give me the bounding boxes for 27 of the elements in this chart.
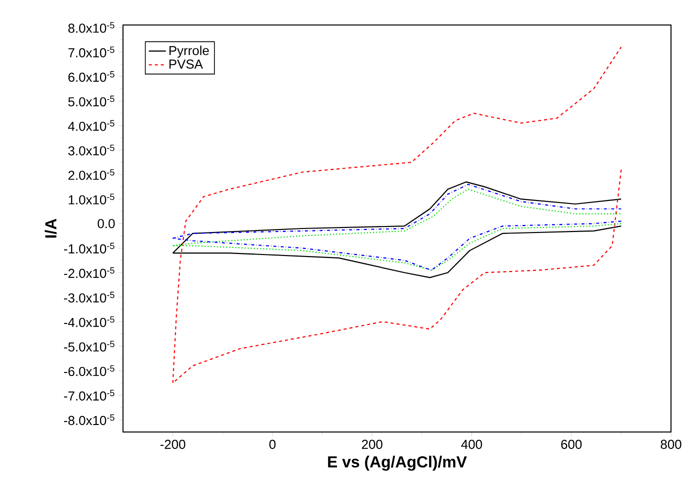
x-tick-label: 600 (561, 440, 582, 449)
y-tick-label: 7.0x10$^{-5}$ (68, 46, 114, 58)
y-tick-label: -3.0x10$^{-5}$ (64, 292, 114, 302)
y-tick-label: -7.0x10$^{-5}$ (64, 390, 114, 401)
x-axis-title: E vs (Ag/AgCl)/mV (328, 456, 467, 471)
y-tick-label: -4.0x10$^{-5}$ (64, 316, 114, 328)
x-tick-label: 400 (461, 440, 482, 449)
y-tick-label: 3.0x10$^{-5}$ (68, 144, 114, 156)
y-tick-label: 6.0x10$^{-5}$ (68, 71, 114, 82)
legend-label: Pyrrole (169, 46, 209, 58)
y-tick-label: 1.0x10$^{-5}$ (68, 194, 114, 204)
y-tick-label: 5.0x10$^{-5}$ (68, 96, 114, 106)
y-tick-label: 4.0x10$^{-5}$ (68, 120, 114, 131)
y-tick-label: -5.0x10$^{-5}$ (64, 340, 114, 352)
y-axis-title: I/A (44, 218, 57, 238)
x-tick-label: -200 (160, 440, 186, 449)
y-tick-label: 0.0 (98, 219, 115, 228)
x-tick-label: 200 (362, 440, 382, 449)
y-tick-label: -8.0x10$^{-5}$ (64, 414, 114, 426)
y-tick-label: -1.0x10$^{-5}$ (64, 242, 114, 254)
y-tick-label: 2.0x10$^{-5}$ (68, 169, 114, 180)
y-tick-label: -6.0x10$^{-5}$ (64, 365, 114, 376)
legend-label: PVSA (169, 60, 203, 69)
y-tick-label: -2.0x10$^{-5}$ (64, 267, 114, 278)
y-tick-label: 8.0x10$^{-5}$ (68, 22, 114, 33)
x-tick-label: 800 (660, 440, 682, 449)
x-tick-label: 0 (269, 440, 276, 449)
